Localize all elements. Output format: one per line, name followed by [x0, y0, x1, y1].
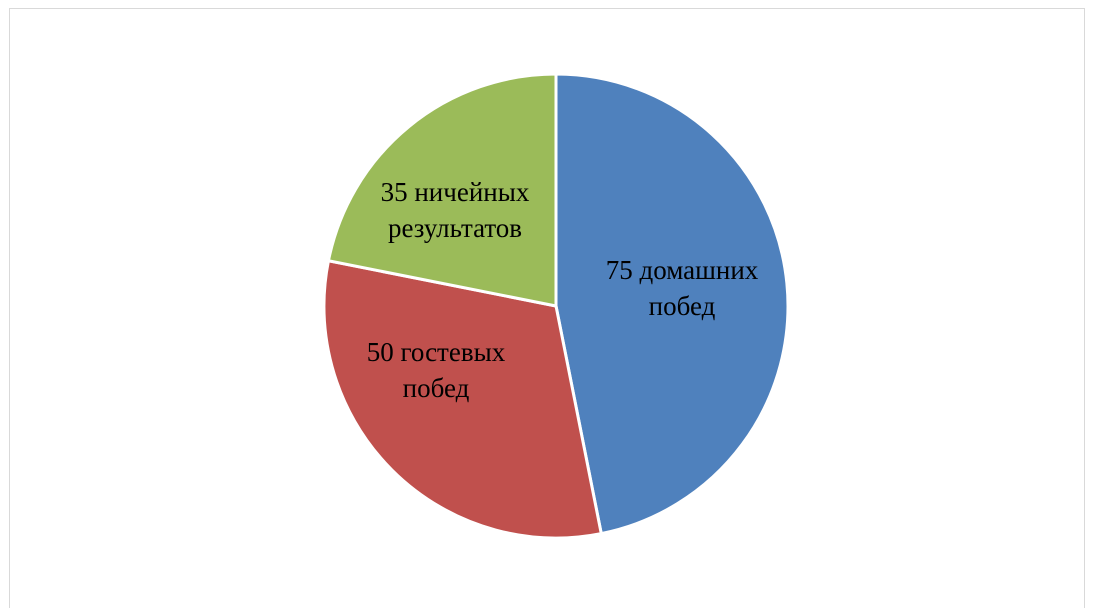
pie-slice-2 — [322, 258, 604, 540]
data-label-2: 50 гостевых побед — [367, 337, 506, 403]
data-label-1: 75 домашних побед — [606, 255, 759, 321]
pie-slice-3 — [326, 72, 558, 308]
data-label-3: 35 ничейных результатов — [381, 177, 530, 243]
pie-slices — [322, 72, 790, 540]
pie-data-labels: 75 домашних побед 50 гостевых побед 35 ничей… — [367, 177, 759, 403]
pie-slice-1 — [554, 72, 790, 536]
